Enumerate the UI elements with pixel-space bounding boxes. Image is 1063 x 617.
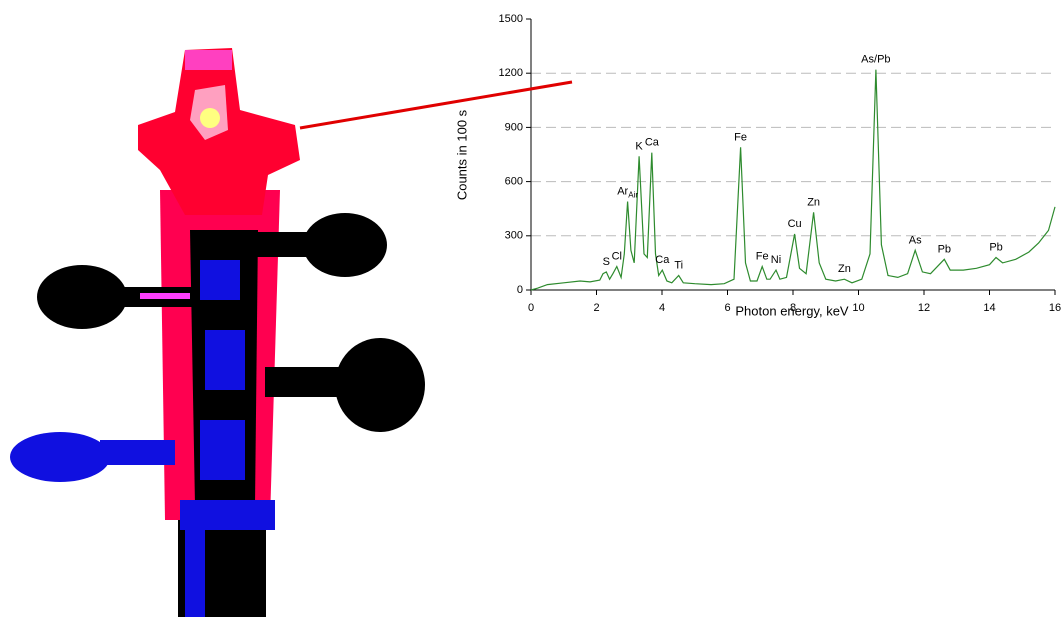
x-tick-label: 14 — [983, 302, 995, 314]
violin-shade — [200, 420, 245, 480]
x-tick-label: 12 — [918, 302, 930, 314]
peak-label-text: Pb — [989, 241, 1002, 253]
peak-label: Ca — [655, 254, 670, 266]
x-tick-label: 4 — [659, 302, 665, 314]
peak-label-text: Zn — [807, 196, 820, 208]
peak-label: Zn — [838, 263, 851, 275]
violin-peg-shaft — [255, 232, 325, 257]
x-tick-label: 10 — [852, 302, 864, 314]
peak-label: As/Pb — [861, 53, 890, 65]
peak-label-text: As/Pb — [861, 53, 890, 65]
peak-label: Ti — [674, 259, 683, 271]
peak-label-text: Fe — [756, 250, 769, 262]
violin-scroll-top — [185, 50, 232, 70]
peak-label: As — [909, 234, 922, 246]
peak-label-text: Zn — [838, 263, 851, 275]
violin-neck-shade — [185, 530, 205, 617]
y-tick-label: 1200 — [499, 67, 523, 79]
violin-scroll-highlight — [200, 108, 220, 128]
peak-label-text: Fe — [734, 131, 747, 143]
figure: Photon energy, keV Counts in 100 s 03006… — [0, 0, 1063, 617]
peak-label: Pb — [989, 241, 1002, 253]
x-tick-label: 8 — [790, 302, 796, 314]
spectrum-chart: Photon energy, keV Counts in 100 s 03006… — [454, 13, 1061, 319]
y-axis-label: Counts in 100 s — [454, 109, 469, 200]
peak-label-text: Ni — [771, 254, 781, 266]
peak-label-text: Ar — [617, 185, 628, 197]
peak-label: Fe — [756, 250, 769, 262]
peak-label-subscript: Air — [628, 191, 638, 200]
violin-peg-shaft — [100, 440, 175, 465]
peak-label: S — [603, 256, 610, 268]
y-tick-label: 600 — [505, 176, 523, 188]
violin-peg-head — [37, 265, 127, 329]
y-tick-label: 1500 — [499, 13, 523, 25]
violin-peg-head — [10, 432, 110, 482]
violin-nut — [180, 500, 275, 530]
peak-label: Fe — [734, 131, 747, 143]
peak-label: K — [635, 140, 643, 152]
peak-label-text: Cu — [788, 218, 802, 230]
peak-label: Zn — [807, 196, 820, 208]
peak-label-text: As — [909, 234, 922, 246]
peak-label-text: Ca — [645, 137, 660, 149]
page: Photon energy, keV Counts in 100 s 03006… — [0, 0, 1063, 617]
violin-shade — [205, 330, 245, 390]
peak-label: Ca — [645, 137, 660, 149]
x-tick-label: 2 — [593, 302, 599, 314]
peak-label-text: Pb — [938, 243, 951, 255]
x-tick-label: 16 — [1049, 302, 1061, 314]
x-tick-label: 6 — [724, 302, 730, 314]
y-tick-label: 300 — [505, 230, 523, 242]
y-tick-label: 900 — [505, 121, 523, 133]
peak-label: Ni — [771, 254, 781, 266]
peak-label-text: Ti — [674, 259, 683, 271]
peak-label-text: K — [635, 140, 643, 152]
peak-label-text: Ca — [655, 254, 670, 266]
violin-shade — [200, 260, 240, 300]
violin-image — [10, 48, 425, 617]
peak-label-text: Cl — [612, 250, 622, 262]
peak-label-text: S — [603, 256, 610, 268]
y-tick-label: 0 — [517, 284, 523, 296]
peak-label: Pb — [938, 243, 951, 255]
peak-label: ArAir — [617, 185, 638, 199]
x-tick-label: 0 — [528, 302, 534, 314]
peak-label: Cu — [788, 218, 802, 230]
violin-peg-shaft — [265, 367, 355, 397]
peak-label: Cl — [612, 250, 622, 262]
violin-peg-shaft — [140, 293, 190, 299]
